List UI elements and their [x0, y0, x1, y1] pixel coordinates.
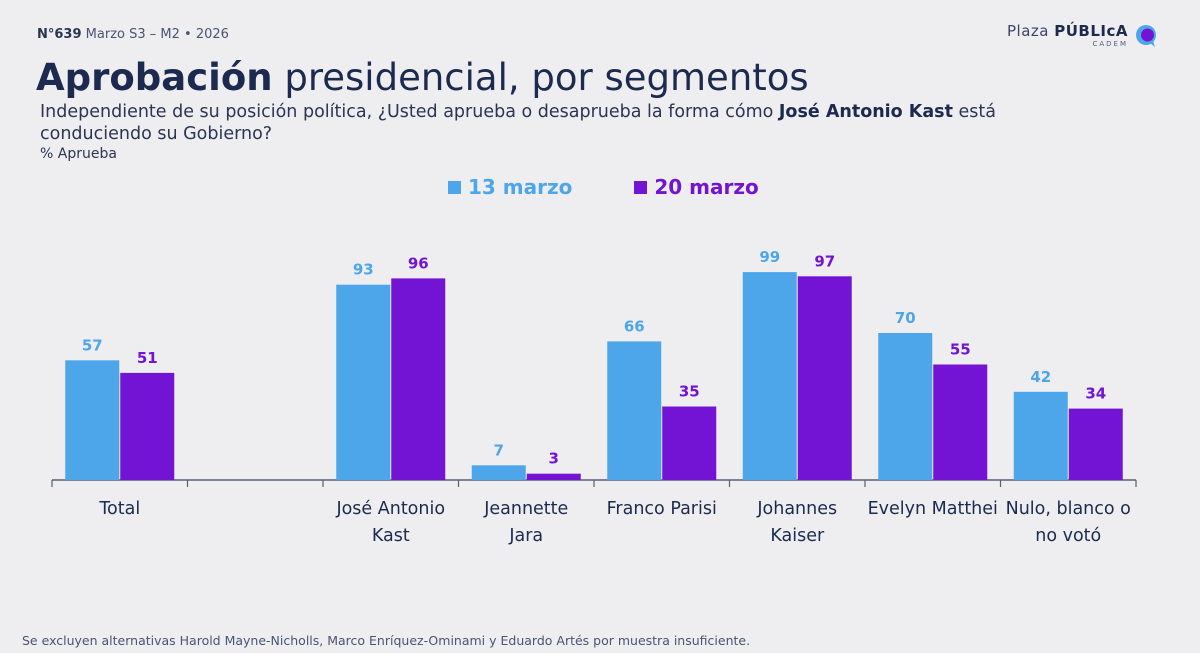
category-label: Evelyn Matthei: [868, 499, 998, 519]
chart-legend: 13 marzo 20 marzo: [448, 175, 759, 199]
bar-series2: [391, 278, 446, 480]
bar-series2: [933, 364, 988, 480]
issue-period: Marzo S3 – M2 • 2026: [85, 27, 229, 42]
category-label: Jeannette: [483, 499, 568, 519]
category-label: Total: [98, 499, 140, 519]
category-label: Kaiser: [770, 526, 825, 546]
speech-bubble-logo-icon: [1136, 25, 1156, 47]
category-label: Johannes: [756, 499, 837, 519]
question-part2: está conduciendo su Gobierno?: [40, 102, 996, 144]
data-label-series2: 3: [549, 450, 559, 468]
legend-item-series1: 13 marzo: [448, 175, 572, 199]
brand-publica: PÚBLIcA: [1054, 22, 1128, 40]
data-label-series1: 7: [494, 441, 504, 459]
bar-series1: [1013, 391, 1068, 480]
bar-series2: [1068, 408, 1123, 480]
data-label-series1: 57: [82, 336, 103, 354]
data-label-series1: 99: [759, 248, 780, 266]
legend-item-series2: 20 marzo: [634, 175, 759, 199]
data-label-series2: 97: [814, 252, 835, 270]
legend-label-series2: 20 marzo: [654, 175, 759, 199]
bar-series2: [120, 372, 175, 480]
data-label-series2: 34: [1085, 385, 1106, 403]
data-label-series2: 51: [137, 349, 158, 367]
metric-label: % Aprueba: [40, 146, 117, 162]
category-label: José Antonio: [335, 499, 445, 519]
data-label-series1: 70: [895, 309, 916, 327]
footnote: Se excluyen alternativas Harold Mayne-Ni…: [22, 633, 751, 648]
question-name: José Antonio Kast: [778, 102, 953, 122]
data-label-series1: 66: [624, 317, 645, 335]
bar-series1: [878, 333, 933, 480]
issue-meta: N°639 Marzo S3 – M2 • 2026: [37, 27, 229, 42]
page-title: Aprobación presidencial, por segmentos: [36, 56, 809, 99]
bar-series2: [797, 276, 852, 480]
category-label: Nulo, blanco o: [1006, 499, 1131, 519]
legend-swatch-series2: [634, 180, 648, 194]
question-part1: Independiente de su posición política, ¿…: [40, 102, 779, 122]
brand-logo-block: Plaza PÚBLIcA CADEM: [1007, 24, 1158, 48]
brand-cadem: CADEM: [1092, 40, 1128, 48]
bar-series1: [336, 284, 391, 480]
brand-plaza: Plaza: [1006, 22, 1049, 40]
category-label: no votó: [1035, 526, 1101, 546]
bar-series1: [607, 341, 662, 480]
survey-question: Independiente de su posición política, ¿…: [40, 101, 1040, 145]
issue-number: N°639: [37, 27, 82, 42]
bar-series2: [526, 473, 581, 480]
data-label-series1: 93: [353, 261, 374, 279]
data-label-series1: 42: [1030, 368, 1051, 386]
data-label-series2: 35: [679, 383, 700, 401]
bar-series1: [742, 272, 797, 480]
category-label: Jara: [508, 526, 543, 546]
title-bold: Aprobación: [36, 56, 273, 99]
bar-series1: [65, 360, 120, 480]
bar-series1: [471, 465, 526, 480]
legend-label-series1: 13 marzo: [468, 175, 573, 199]
data-label-series2: 96: [408, 254, 429, 272]
category-label: Kast: [372, 526, 410, 546]
bar-series2: [662, 406, 717, 480]
title-rest: presidencial, por segmentos: [272, 56, 809, 99]
brand-name: Plaza PÚBLIcA: [1007, 24, 1128, 39]
legend-swatch-series1: [448, 180, 461, 194]
data-label-series2: 55: [950, 341, 971, 359]
category-label: Franco Parisi: [607, 499, 717, 519]
